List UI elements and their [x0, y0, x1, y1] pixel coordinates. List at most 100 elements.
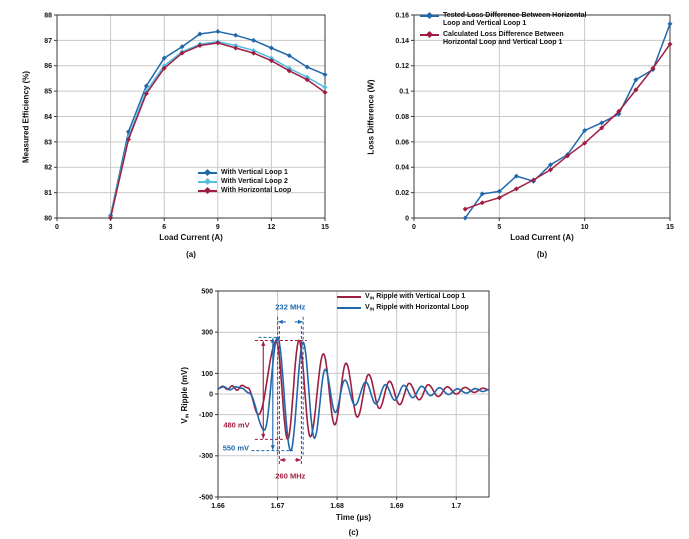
- chart-a-caption: (a): [186, 250, 196, 259]
- y-tick-label: 83: [44, 139, 52, 146]
- arrowhead-icon: [261, 341, 266, 346]
- diamond-marker-icon: [322, 72, 328, 78]
- diamond-marker-icon: [286, 53, 292, 59]
- y-tick-label: -100: [199, 412, 213, 419]
- legend-label: VIN Ripple with Vertical Loop 1: [365, 293, 466, 301]
- axis-ticks: 1.66 1.67 1.68 1.69 1.7 500 300 100 0 -100 -300 -50…: [199, 288, 461, 510]
- diamond-marker-icon: [125, 136, 131, 142]
- y-title-rest: Ripple (mV): [179, 366, 189, 414]
- diamond-marker-icon: [322, 84, 328, 90]
- x-tick-label: 1.68: [330, 503, 344, 510]
- annotation-480mv: 480 mV: [223, 420, 250, 430]
- legend-item: VIN Ripple with Vertical Loop 1: [337, 293, 469, 303]
- diamond-marker-icon: [599, 120, 605, 126]
- diamond-marker-icon: [251, 50, 257, 56]
- diamond-marker-icon: [108, 215, 114, 221]
- y-tick-label: 100: [201, 371, 213, 378]
- diamond-marker-icon: [197, 42, 203, 48]
- diamond-marker-icon: [125, 129, 131, 135]
- y-tick-label: -500: [199, 494, 213, 501]
- diamond-marker-icon: [251, 37, 257, 43]
- axis-ticks: 0 3 6 9 12 15 80 81 82 83 84 85 86 87 88: [44, 12, 329, 231]
- legend-label: VIN Ripple with Horizontal Loop: [365, 303, 469, 312]
- annotation-232mhz: 232 MHz: [275, 302, 306, 312]
- y-title-subscript: IN: [184, 413, 190, 419]
- diamond-marker-icon: [462, 206, 468, 212]
- diamond-marker-icon: [197, 31, 203, 37]
- series-line: [464, 43, 671, 210]
- y-tick-label: 500: [201, 288, 213, 295]
- diamond-marker-icon: [161, 55, 167, 61]
- diamond-marker-icon: [125, 134, 131, 140]
- x-tick-label: 1.69: [390, 503, 404, 510]
- diamond-marker-icon: [667, 41, 673, 47]
- legend-label: With Vertical Loop 2: [221, 178, 288, 185]
- y-tick-label: 0.06: [395, 139, 409, 146]
- diamond-marker-icon: [513, 186, 519, 192]
- arrowhead-icon: [261, 433, 266, 439]
- diamond-marker-icon: [251, 48, 257, 54]
- diamond-marker-icon: [215, 28, 221, 34]
- legend-label: Tested Loss Difference Between Horizonta…: [443, 12, 587, 27]
- diamond-marker-icon: [496, 188, 502, 194]
- diamond-marker-icon: [667, 21, 673, 27]
- chart-a-plot-area: 0 3 6 9 12 15 80 81 82 83 84 85 86 87 88: [44, 12, 329, 231]
- gridlines: [414, 15, 670, 218]
- y-tick-label: 82: [44, 165, 52, 172]
- y-tick-label: 0.02: [395, 190, 409, 197]
- diamond-marker-icon: [479, 200, 485, 206]
- y-tick-label: 0.04: [395, 165, 409, 172]
- diamond-marker-icon: [268, 45, 274, 51]
- x-tick-label: 10: [581, 224, 589, 231]
- diamond-marker-icon: [268, 58, 274, 64]
- chart-a: 0 3 6 9 12 15 80 81 82 83 84 85 86 87 88 Measured Effi…: [15, 0, 355, 270]
- diamond-marker-icon: [530, 177, 536, 183]
- diamond-marker-icon: [633, 87, 639, 93]
- arrowhead-icon: [279, 457, 285, 463]
- diamond-marker-icon: [496, 195, 502, 201]
- x-tick-label: 3: [109, 224, 113, 231]
- x-tick-label: 1.7: [451, 503, 461, 510]
- y-title-prefix: V: [179, 418, 189, 424]
- x-tick-label: 0: [55, 224, 59, 231]
- y-tick-label: 86: [44, 63, 52, 70]
- y-tick-label: 0.16: [395, 12, 409, 19]
- y-tick-label: 0.1: [399, 89, 409, 96]
- series-line: [217, 339, 490, 441]
- line-diamond-marker-icon: [198, 168, 217, 176]
- diamond-marker-icon: [479, 191, 485, 197]
- diamond-marker-icon: [179, 44, 185, 50]
- chart-c: 1.66 1.67 1.68 1.69 1.7 500 300 100 0 -100 -300 -50…: [175, 285, 520, 539]
- x-tick-label: 9: [216, 224, 220, 231]
- x-tick-label: 6: [162, 224, 166, 231]
- line-marker-icon: [337, 304, 361, 312]
- x-tick-label: 0: [412, 224, 416, 231]
- y-tick-label: 81: [44, 190, 52, 197]
- chart-c-caption: (c): [348, 528, 359, 537]
- annotation-260mhz: 260 MHz: [275, 471, 306, 481]
- legend-label: With Vertical Loop 1: [221, 169, 288, 176]
- chart-a-x-axis-title: Load Current (A): [159, 233, 223, 242]
- y-tick-label: 0: [405, 215, 409, 222]
- x-tick-label: 15: [321, 224, 329, 231]
- x-tick-label: 1.66: [211, 503, 225, 510]
- diamond-marker-icon: [215, 40, 221, 46]
- annotation-550mv: 550 mV: [222, 443, 249, 453]
- diamond-marker-icon: [513, 173, 519, 179]
- arrowhead-icon: [296, 457, 301, 463]
- legend-label: With Horizontal Loop: [221, 187, 292, 194]
- chart-c-x-axis-title: Time (µs): [335, 513, 372, 522]
- diamond-marker-icon: [565, 153, 571, 159]
- chart-a-legend: With Vertical Loop 1 With Vertical Loop …: [198, 168, 292, 195]
- line-marker-icon: [337, 293, 361, 301]
- arrowhead-icon: [270, 338, 275, 343]
- diamond-marker-icon: [650, 65, 656, 71]
- y-tick-label: 300: [201, 330, 213, 337]
- legend-item: Tested Loss Difference Between Horizonta…: [420, 11, 595, 28]
- diamond-marker-icon: [548, 162, 554, 168]
- diamond-marker-icon: [304, 64, 310, 70]
- x-tick-label: 12: [268, 224, 276, 231]
- line-diamond-marker-icon: [420, 30, 439, 38]
- chart-b-plot-area: 0 5 10 15 0 0.02 0.04 0.06 0.08 0.1 0.12 0.14 0.16: [395, 12, 674, 231]
